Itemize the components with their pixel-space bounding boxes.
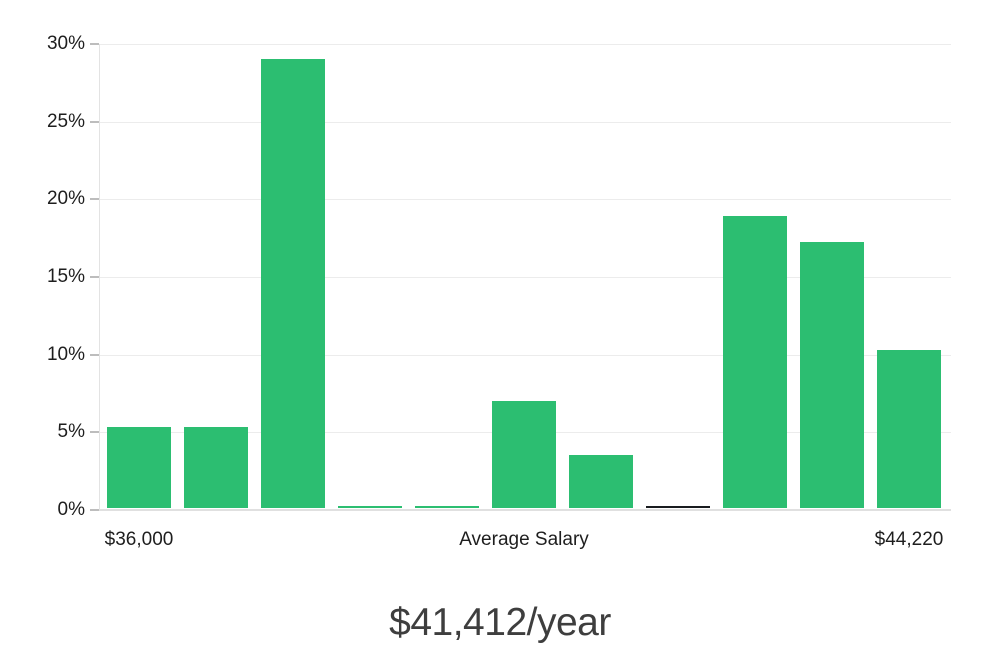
x-tick-label: $44,220	[874, 529, 944, 550]
gridline-15	[99, 277, 951, 278]
bar-salary-bin	[723, 215, 787, 508]
y-tick-mark	[90, 43, 99, 45]
x-tick-label: $36,000	[104, 529, 174, 550]
gridline-30	[99, 44, 951, 45]
gridline-20	[99, 199, 951, 201]
y-tick-label: 5%	[57, 421, 85, 443]
bar-average-salary-marker	[646, 505, 710, 508]
bar-salary-bin	[107, 427, 171, 508]
y-tick-mark	[90, 120, 99, 123]
y-tick-label: 20%	[46, 188, 85, 210]
y-tick-label: 0%	[57, 499, 85, 520]
y-tick-label: 30%	[46, 33, 85, 54]
bar-salary-bin	[261, 59, 325, 508]
plot-area: 0% 5% 10% 15% 20% 25% 30% $36,000 Average Salary…	[47, 33, 951, 550]
gridline-25	[99, 121, 951, 123]
y-tick-mark	[90, 431, 99, 434]
bar-salary-bin	[492, 400, 556, 508]
bar-salary-bin	[800, 242, 864, 508]
bar-salary-bin	[338, 506, 402, 508]
y-tick-label: 10%	[46, 343, 85, 365]
y-tick-mark	[90, 276, 99, 278]
x-axis-line	[99, 509, 951, 511]
bar-salary-bin	[415, 506, 479, 508]
gridline-10	[99, 354, 951, 356]
x-tick-label: Average Salary	[459, 529, 589, 550]
bar-salary-bin	[877, 349, 941, 508]
bar-salary-bin	[569, 455, 633, 508]
y-tick-mark	[90, 353, 99, 356]
y-tick-label: 25%	[46, 110, 85, 132]
average-salary-title: $41,412/year	[389, 601, 611, 644]
bar-salary-bin	[184, 427, 248, 508]
y-tick-mark	[90, 509, 99, 511]
y-tick-mark	[90, 198, 99, 201]
y-tick-label: 15%	[46, 266, 85, 287]
y-axis-line	[99, 44, 100, 510]
